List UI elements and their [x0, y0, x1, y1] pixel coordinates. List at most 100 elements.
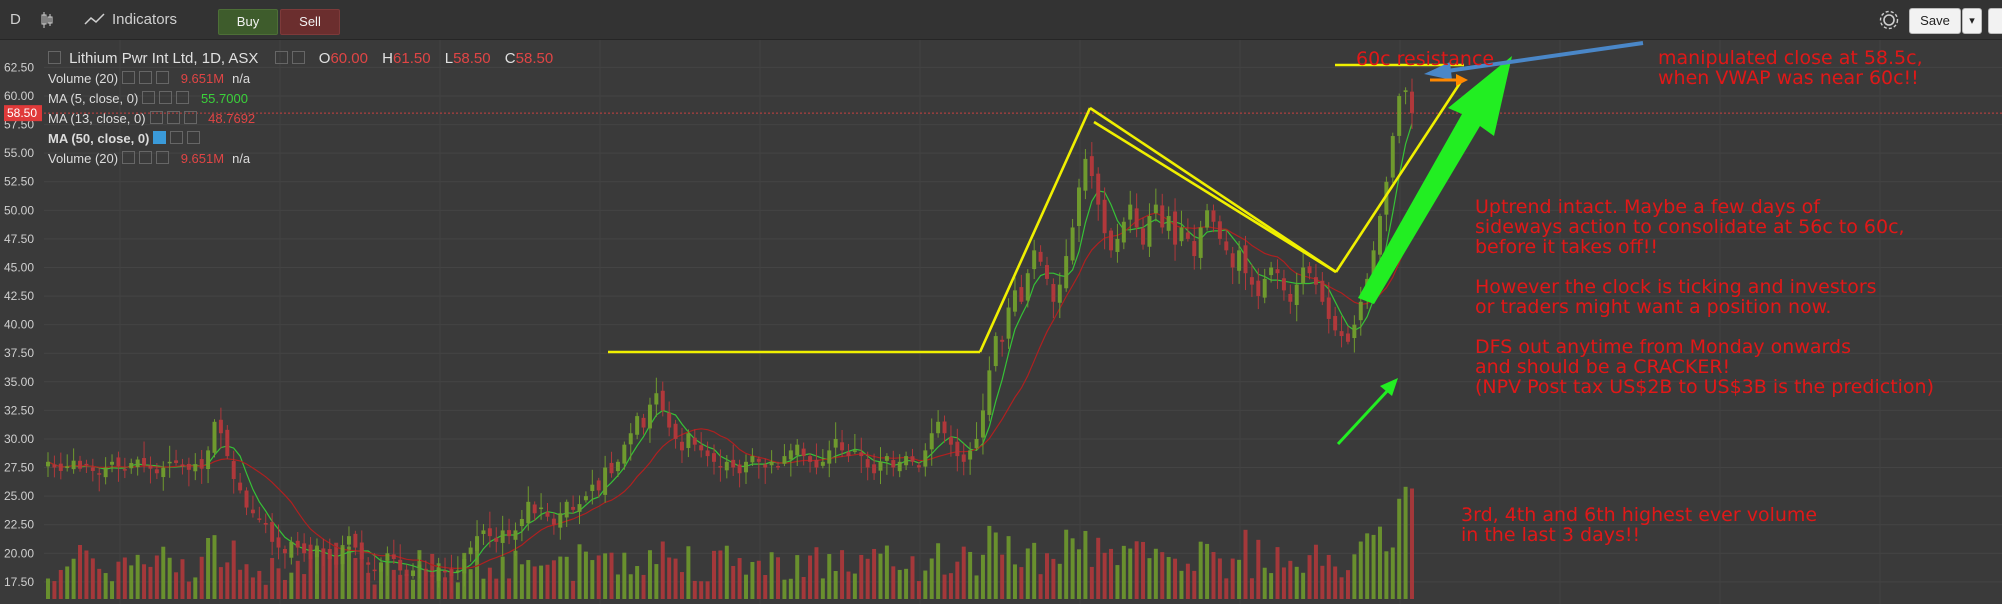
- candle-body: [577, 504, 582, 512]
- candle-body: [250, 509, 255, 514]
- buy-button[interactable]: Buy: [218, 9, 278, 35]
- study-ma13[interactable]: MA (13, close, 0) 48.7692: [48, 111, 256, 126]
- candle: [334, 546, 339, 569]
- candle: [1397, 93, 1402, 144]
- close-icon[interactable]: [291, 51, 305, 64]
- candle: [808, 453, 813, 473]
- candle: [148, 456, 153, 484]
- candle-type-icon[interactable]: [40, 0, 54, 40]
- volume-bar: [1230, 558, 1235, 599]
- candle: [1281, 269, 1286, 301]
- study-ma50[interactable]: MA (50, close, 0): [48, 130, 201, 148]
- candle: [654, 377, 659, 417]
- volume-bar: [455, 582, 460, 599]
- candle: [987, 356, 992, 422]
- candle-body: [904, 456, 909, 466]
- candle-body: [161, 467, 166, 478]
- volume-bar: [1243, 529, 1248, 599]
- volume-bar: [225, 562, 230, 599]
- volume-bar: [1281, 567, 1286, 599]
- candle: [622, 441, 627, 470]
- candle-body: [180, 464, 185, 467]
- candle-body: [519, 518, 524, 527]
- candle: [756, 456, 761, 479]
- candle-body: [302, 543, 307, 554]
- volume-bar: [481, 578, 486, 599]
- settings-icon[interactable]: [274, 51, 288, 64]
- candle-body: [865, 459, 870, 468]
- volume-bar: [840, 550, 845, 599]
- candle-body: [500, 530, 505, 543]
- candle-body: [1205, 210, 1210, 228]
- volume-bar: [513, 550, 518, 599]
- candle-body: [78, 460, 83, 469]
- more-button[interactable]: [1988, 8, 2002, 34]
- candle-body: [763, 464, 768, 468]
- volume-bar: [468, 569, 473, 599]
- sell-button[interactable]: Sell: [280, 9, 340, 35]
- candle: [90, 458, 95, 482]
- volume-bar: [1121, 545, 1126, 599]
- volume-bar: [1185, 563, 1190, 599]
- candle: [103, 457, 108, 485]
- volume-bar: [827, 554, 832, 599]
- candle-body: [782, 456, 787, 464]
- save-button[interactable]: Save: [1909, 8, 1961, 34]
- volume-bar: [1198, 541, 1203, 599]
- volume-bar: [910, 556, 915, 599]
- volume-bar: [667, 557, 672, 599]
- volume-bar: [494, 578, 499, 599]
- candle-body: [852, 450, 857, 452]
- candle-body: [551, 518, 556, 525]
- candle: [500, 515, 505, 557]
- candle-body: [846, 452, 851, 457]
- chevron-down-icon[interactable]: ▾: [1962, 8, 1982, 34]
- candle: [244, 487, 249, 516]
- volume-bar: [1256, 539, 1261, 599]
- indicators-button[interactable]: Indicators: [112, 11, 178, 28]
- volume-bar: [929, 558, 934, 599]
- price-chart[interactable]: 62.5060.0057.5055.0052.5050.0047.5045.00…: [0, 40, 2002, 604]
- indicators-icon[interactable]: [84, 0, 106, 40]
- candle: [859, 437, 864, 474]
- study-volume-1[interactable]: Volume (20) 9.651M n/a: [48, 71, 251, 86]
- volume-bar: [411, 579, 415, 599]
- candle: [135, 456, 140, 476]
- volume-bar: [1384, 551, 1389, 599]
- candle: [955, 428, 960, 472]
- study-ma5[interactable]: MA (5, close, 0) 55.7000: [48, 91, 248, 106]
- volume-bar: [583, 551, 588, 599]
- study-volume-2[interactable]: Volume (20) 9.651M n/a: [48, 151, 251, 166]
- candle: [1377, 213, 1382, 266]
- volume-bar: [1345, 570, 1350, 599]
- candle-body: [1000, 339, 1005, 342]
- candle: [679, 427, 684, 463]
- volume-bar: [1057, 563, 1062, 599]
- candle: [1051, 278, 1056, 319]
- candle-body: [1141, 228, 1146, 245]
- candle: [129, 458, 134, 474]
- candle-body: [167, 461, 172, 464]
- candle-body: [686, 433, 691, 449]
- gear-icon[interactable]: [1878, 0, 1900, 40]
- volume-bar: [1173, 558, 1178, 599]
- volume-bar: [186, 581, 191, 599]
- volume-bar: [1045, 553, 1049, 599]
- candle-body: [1032, 250, 1037, 270]
- candle: [615, 459, 620, 478]
- candle: [763, 458, 768, 484]
- interval-selector[interactable]: D: [10, 11, 21, 28]
- candle-body: [583, 496, 588, 501]
- volume-bar: [1083, 530, 1088, 599]
- candle: [404, 564, 409, 583]
- y-tick-label: 35.00: [4, 375, 34, 389]
- candle: [430, 571, 435, 590]
- collapse-icon[interactable]: [48, 51, 61, 64]
- candle: [282, 545, 287, 569]
- volume-bar: [526, 560, 531, 599]
- candle: [865, 451, 870, 481]
- trend-line-1: [978, 107, 1092, 353]
- volume-bar: [443, 577, 448, 599]
- candle-body: [840, 442, 845, 451]
- candle: [1025, 269, 1030, 308]
